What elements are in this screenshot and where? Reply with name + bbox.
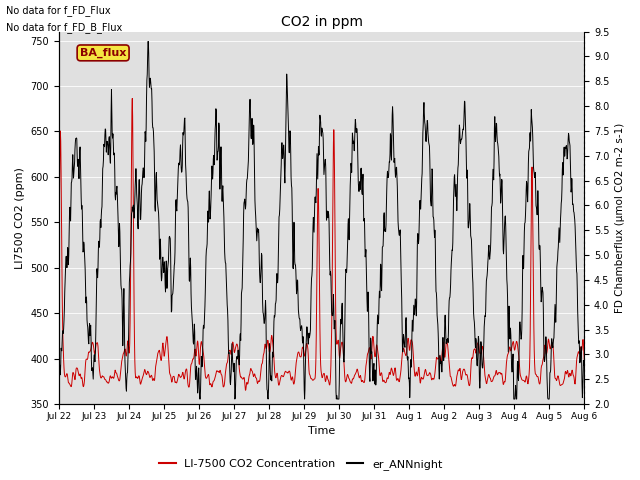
Y-axis label: FD Chamberflux (μmol CO2 m-2 s-1): FD Chamberflux (μmol CO2 m-2 s-1) <box>615 123 625 313</box>
Text: No data for f_FD_Flux: No data for f_FD_Flux <box>6 5 111 16</box>
Text: BA_flux: BA_flux <box>80 48 126 58</box>
Legend: LI-7500 CO2 Concentration, er_ANNnight: LI-7500 CO2 Concentration, er_ANNnight <box>154 455 447 474</box>
Title: CO2 in ppm: CO2 in ppm <box>280 15 363 29</box>
Y-axis label: LI7500 CO2 (ppm): LI7500 CO2 (ppm) <box>15 167 25 269</box>
Text: No data for f_FD_B_Flux: No data for f_FD_B_Flux <box>6 22 123 33</box>
X-axis label: Time: Time <box>308 426 335 436</box>
